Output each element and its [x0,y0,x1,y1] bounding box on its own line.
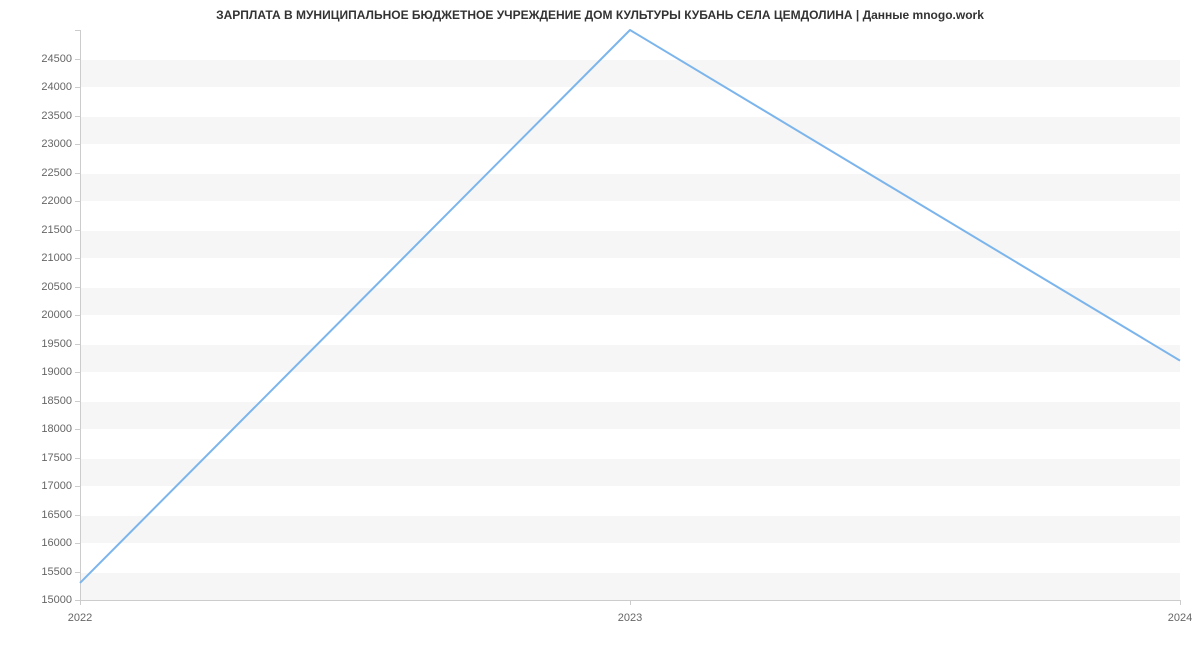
x-axis-label: 2024 [1168,612,1192,624]
x-tick [630,600,631,605]
y-axis-label: 18500 [41,395,72,407]
y-axis-label: 16000 [41,537,72,549]
y-axis-label: 21000 [41,252,72,264]
y-axis-label: 23500 [41,110,72,122]
x-axis-label: 2022 [68,612,92,624]
y-axis-label: 24500 [41,53,72,65]
y-axis-label: 17000 [41,480,72,492]
y-axis-label: 23000 [41,138,72,150]
y-axis-label: 19000 [41,366,72,378]
y-axis-label: 15500 [41,566,72,578]
y-axis-label: 18000 [41,423,72,435]
chart-title: ЗАРПЛАТА В МУНИЦИПАЛЬНОЕ БЮДЖЕТНОЕ УЧРЕЖ… [0,8,1200,22]
x-axis-label: 2023 [618,612,642,624]
x-tick [80,600,81,605]
y-axis-label: 24000 [41,81,72,93]
y-axis-label: 17500 [41,452,72,464]
y-axis-label: 22500 [41,167,72,179]
x-tick [1180,600,1181,605]
y-axis-label: 16500 [41,509,72,521]
y-axis-label: 15000 [41,594,72,606]
y-axis-label: 22000 [41,195,72,207]
y-axis-label: 20000 [41,309,72,321]
y-axis-label: 20500 [41,281,72,293]
y-axis-label: 21500 [41,224,72,236]
series-line [80,30,1180,600]
y-axis-label: 19500 [41,338,72,350]
plot-area: 1500015500160001650017000175001800018500… [80,30,1180,600]
